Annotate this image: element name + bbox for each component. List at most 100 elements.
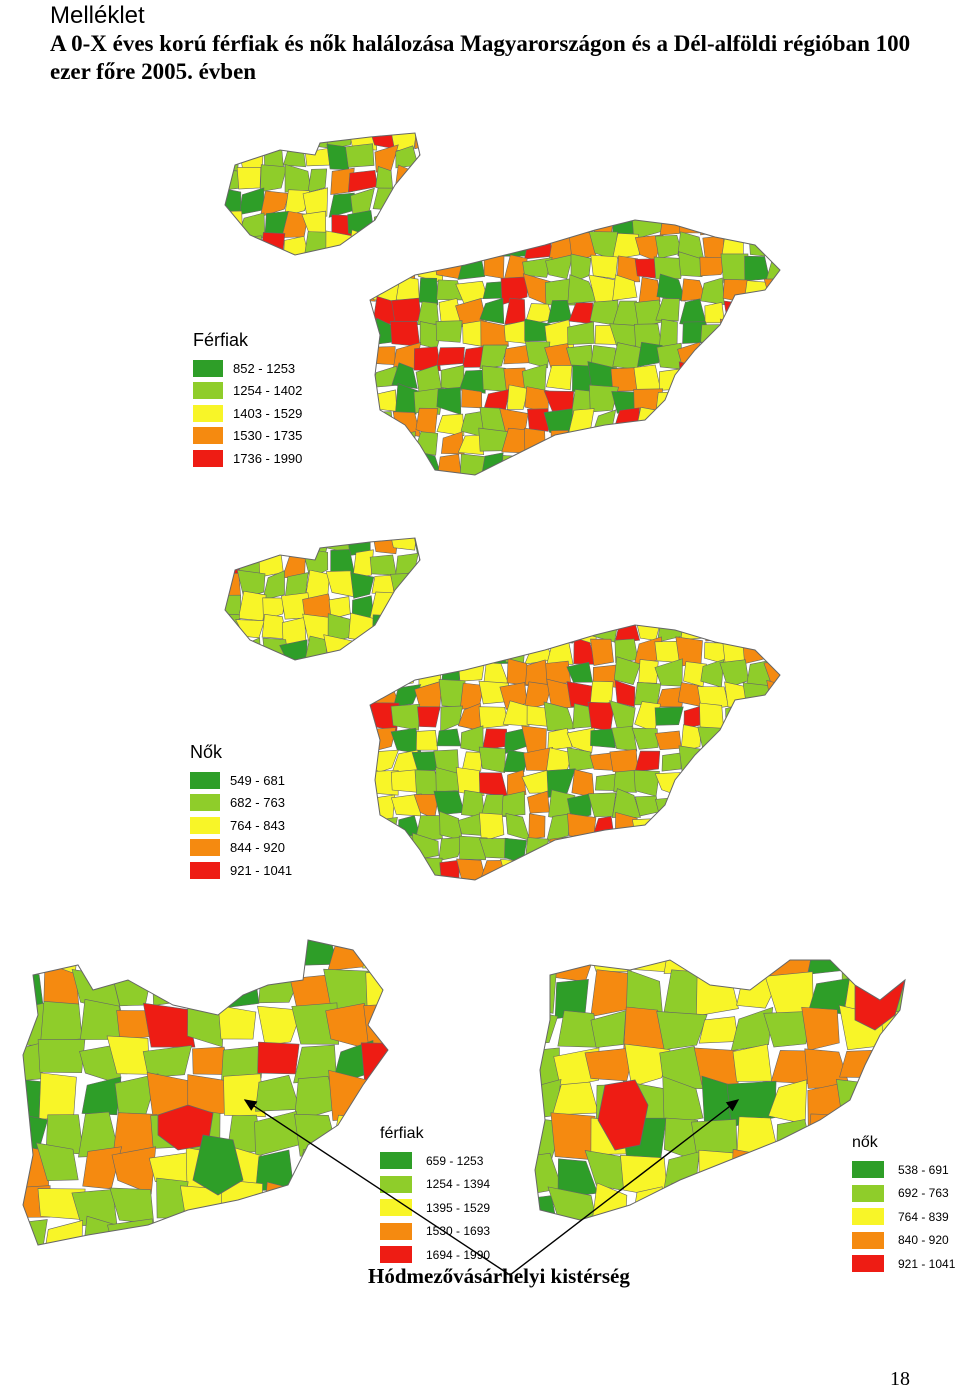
- district-area: [731, 940, 776, 975]
- district-area: [238, 278, 265, 304]
- district-area: [677, 390, 706, 412]
- district-area: [593, 430, 619, 457]
- district-area: [550, 903, 574, 905]
- district-area: [264, 474, 288, 500]
- district-area: [748, 530, 771, 556]
- district-area: [745, 256, 770, 281]
- district-area: [501, 125, 530, 147]
- legend-swatch: [380, 1199, 412, 1216]
- district-area: [80, 999, 121, 1039]
- district-area: [702, 879, 728, 905]
- district-area: [567, 662, 593, 682]
- legend-label: 682 - 763: [230, 795, 285, 810]
- district-area: [768, 409, 785, 431]
- district-area: [456, 281, 488, 304]
- district-area: [346, 144, 375, 168]
- district-area: [774, 1159, 805, 1190]
- district-area: [8, 1261, 45, 1265]
- district-area: [679, 452, 706, 480]
- district-area: [303, 659, 333, 687]
- district-area: [568, 859, 597, 886]
- district-area: [284, 530, 310, 553]
- district-area: [216, 901, 241, 905]
- legend-label: 1736 - 1990: [233, 451, 302, 466]
- district-area: [8, 1220, 47, 1264]
- page-heading: Melléklet A 0-X éves korú férfiak és nők…: [50, 2, 940, 86]
- district-area: [632, 818, 660, 842]
- district-area: [592, 530, 616, 551]
- district-area: [566, 531, 595, 553]
- district-area: [308, 834, 333, 858]
- district-area: [590, 902, 619, 905]
- district-area: [437, 232, 462, 256]
- district-area: [375, 838, 397, 860]
- district-area: [304, 391, 334, 411]
- district-area: [636, 575, 662, 599]
- district-area: [441, 706, 463, 732]
- district-area: [196, 300, 223, 326]
- district-area: [524, 168, 551, 193]
- district-area: [724, 904, 748, 905]
- district-area: [571, 835, 593, 859]
- district-area: [258, 1042, 300, 1074]
- legend-item: 1254 - 1394: [380, 1173, 490, 1197]
- district-area: [456, 208, 486, 235]
- district-area: [350, 836, 376, 860]
- district-area: [304, 345, 331, 369]
- district-area: [196, 642, 220, 666]
- district-area: [733, 1044, 772, 1081]
- district-area: [683, 432, 704, 457]
- legend-item: 682 - 763: [190, 792, 292, 815]
- district-area: [304, 256, 332, 277]
- district-area: [346, 816, 377, 841]
- district-area: [255, 1224, 302, 1255]
- district-area: [192, 709, 219, 730]
- district-area: [915, 940, 920, 982]
- district-area: [655, 591, 683, 621]
- district-area: [374, 231, 396, 260]
- legend-swatch: [193, 450, 223, 467]
- district-area: [802, 1007, 840, 1050]
- legend-label: 1530 - 1693: [426, 1224, 490, 1238]
- district-area: [592, 857, 619, 885]
- district-area: [639, 277, 660, 303]
- district-area: [480, 345, 508, 369]
- district-area: [437, 548, 463, 577]
- section-title: Melléklet: [50, 2, 940, 30]
- district-area: [720, 319, 747, 347]
- district-area: [840, 1050, 887, 1078]
- district-area: [875, 1044, 912, 1090]
- district-area: [529, 215, 546, 232]
- district-area: [767, 369, 785, 391]
- district-area: [478, 230, 509, 257]
- district-area: [349, 639, 375, 660]
- district-area: [480, 125, 508, 143]
- legend-swatch: [852, 1185, 884, 1202]
- district-area: [373, 188, 399, 210]
- legend-swatch: [190, 794, 220, 811]
- district-area: [397, 186, 420, 212]
- district-area: [569, 436, 594, 453]
- district-area: [912, 1049, 920, 1086]
- district-area: [767, 299, 785, 324]
- district-area: [370, 592, 398, 618]
- district-area: [527, 409, 548, 432]
- district-area: [544, 859, 575, 885]
- district-area: [295, 1180, 336, 1229]
- district-area: [742, 166, 769, 193]
- district-area: [183, 1219, 229, 1256]
- district-area: [615, 618, 640, 642]
- legend-item: 844 - 920: [190, 837, 292, 860]
- district-area: [175, 257, 199, 283]
- district-area: [591, 189, 617, 217]
- district-area: [215, 274, 244, 302]
- legend-swatch: [380, 1246, 412, 1263]
- district-area: [731, 1229, 773, 1240]
- district-area: [679, 192, 705, 216]
- district-area: [196, 573, 222, 594]
- legend-swatch: [852, 1208, 884, 1225]
- district-area: [195, 146, 223, 173]
- district-area: [698, 818, 727, 839]
- district-area: [284, 660, 307, 686]
- legend-label: 764 - 843: [230, 818, 285, 833]
